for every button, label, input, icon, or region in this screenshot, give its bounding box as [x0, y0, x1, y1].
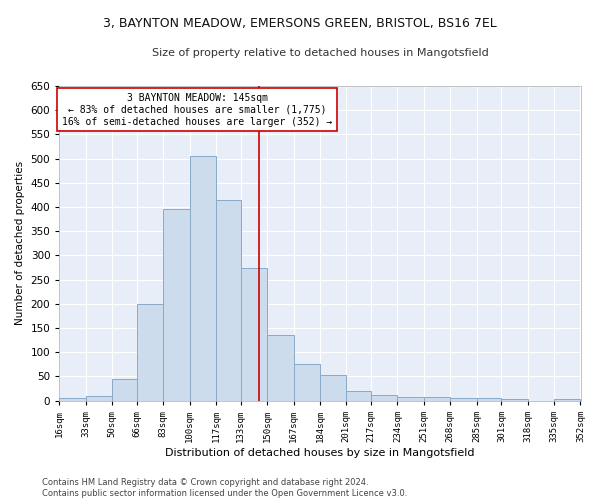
Text: Contains HM Land Registry data © Crown copyright and database right 2024.
Contai: Contains HM Land Registry data © Crown c…: [42, 478, 407, 498]
Bar: [293, 364, 320, 400]
Bar: [320, 376, 346, 400]
Bar: [346, 391, 371, 400]
Bar: [424, 397, 450, 400]
Bar: [59, 398, 86, 400]
Title: Size of property relative to detached houses in Mangotsfield: Size of property relative to detached ho…: [152, 48, 488, 58]
Bar: [554, 399, 580, 400]
Bar: [86, 396, 112, 400]
X-axis label: Distribution of detached houses by size in Mangotsfield: Distribution of detached houses by size …: [165, 448, 475, 458]
Bar: [216, 200, 241, 400]
Bar: [163, 210, 190, 400]
Bar: [502, 399, 528, 400]
Bar: [476, 398, 502, 400]
Bar: [397, 397, 424, 400]
Bar: [450, 398, 476, 400]
Bar: [190, 156, 216, 400]
Bar: [137, 304, 163, 400]
Y-axis label: Number of detached properties: Number of detached properties: [15, 162, 25, 326]
Bar: [112, 379, 137, 400]
Text: 3 BAYNTON MEADOW: 145sqm
← 83% of detached houses are smaller (1,775)
16% of sem: 3 BAYNTON MEADOW: 145sqm ← 83% of detach…: [62, 94, 332, 126]
Bar: [371, 395, 397, 400]
Bar: [267, 336, 293, 400]
Bar: [241, 268, 267, 400]
Text: 3, BAYNTON MEADOW, EMERSONS GREEN, BRISTOL, BS16 7EL: 3, BAYNTON MEADOW, EMERSONS GREEN, BRIST…: [103, 18, 497, 30]
